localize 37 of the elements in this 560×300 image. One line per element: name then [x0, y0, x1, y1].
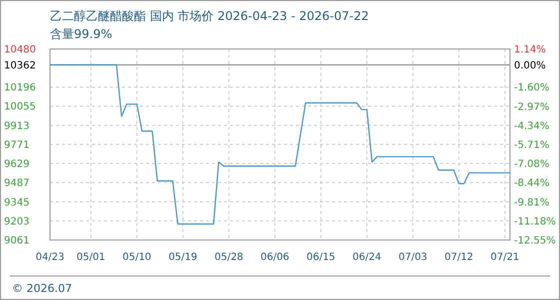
x-tick-label: 04/23: [36, 252, 64, 263]
chart-subtitle: 含量99.9%: [50, 27, 112, 41]
x-tick-label: 06/06: [260, 252, 290, 263]
y2-tick-label: 0.00%: [514, 60, 546, 72]
x-tick-label: 05/10: [122, 252, 152, 263]
text: © 2026.07: [12, 282, 72, 295]
y2-tick-label: -5.71%: [514, 140, 550, 152]
y2-tick-label: -11.18%: [514, 216, 556, 228]
y-tick-label: 9629: [4, 159, 30, 170]
y-tick-label: 9771: [4, 140, 30, 151]
y2-tick-label: -9.81%: [514, 197, 550, 208]
x-tick-label: 05/28: [214, 252, 244, 263]
y2-tick-label: -7.08%: [514, 159, 550, 170]
chart-title: 乙二醇乙醚醋酸酯 国内 市场价 2026-04-23 - 2026-07-22: [50, 9, 369, 23]
y-tick-label: 9203: [4, 216, 30, 228]
line-series: [49, 64, 511, 225]
y2-tick-label: -12.55%: [514, 236, 556, 246]
x-tick-label: 07/12: [444, 252, 474, 263]
y2-tick-label: 1.14%: [514, 44, 546, 56]
y2-tick-label: -2.97%: [514, 102, 550, 113]
y-tick-label: 9913: [4, 120, 30, 132]
x-tick-label: 06/15: [306, 252, 336, 263]
y2-tick-label: -1.60%: [514, 82, 550, 94]
y2-tick-label: -8.44%: [514, 178, 550, 190]
x-tick-label: 05/01: [76, 252, 106, 263]
y-tick-label: 9345: [4, 197, 30, 208]
y-tick-label: 10480: [4, 44, 36, 56]
y-tick-label: 10196: [4, 82, 36, 94]
x-tick-label: 05/19: [168, 252, 198, 263]
y-tick-label: 9487: [4, 178, 30, 190]
y-tick-label: 9061: [4, 236, 30, 246]
y-tick-label: 10362: [4, 60, 36, 72]
y2-tick-label: -4.34%: [514, 120, 550, 132]
x-tick-label: 07/21: [490, 252, 520, 263]
y-tick-label: 10055: [4, 102, 36, 113]
x-tick-label: 06/24: [352, 252, 382, 263]
x-tick-label: 07/03: [398, 252, 428, 263]
